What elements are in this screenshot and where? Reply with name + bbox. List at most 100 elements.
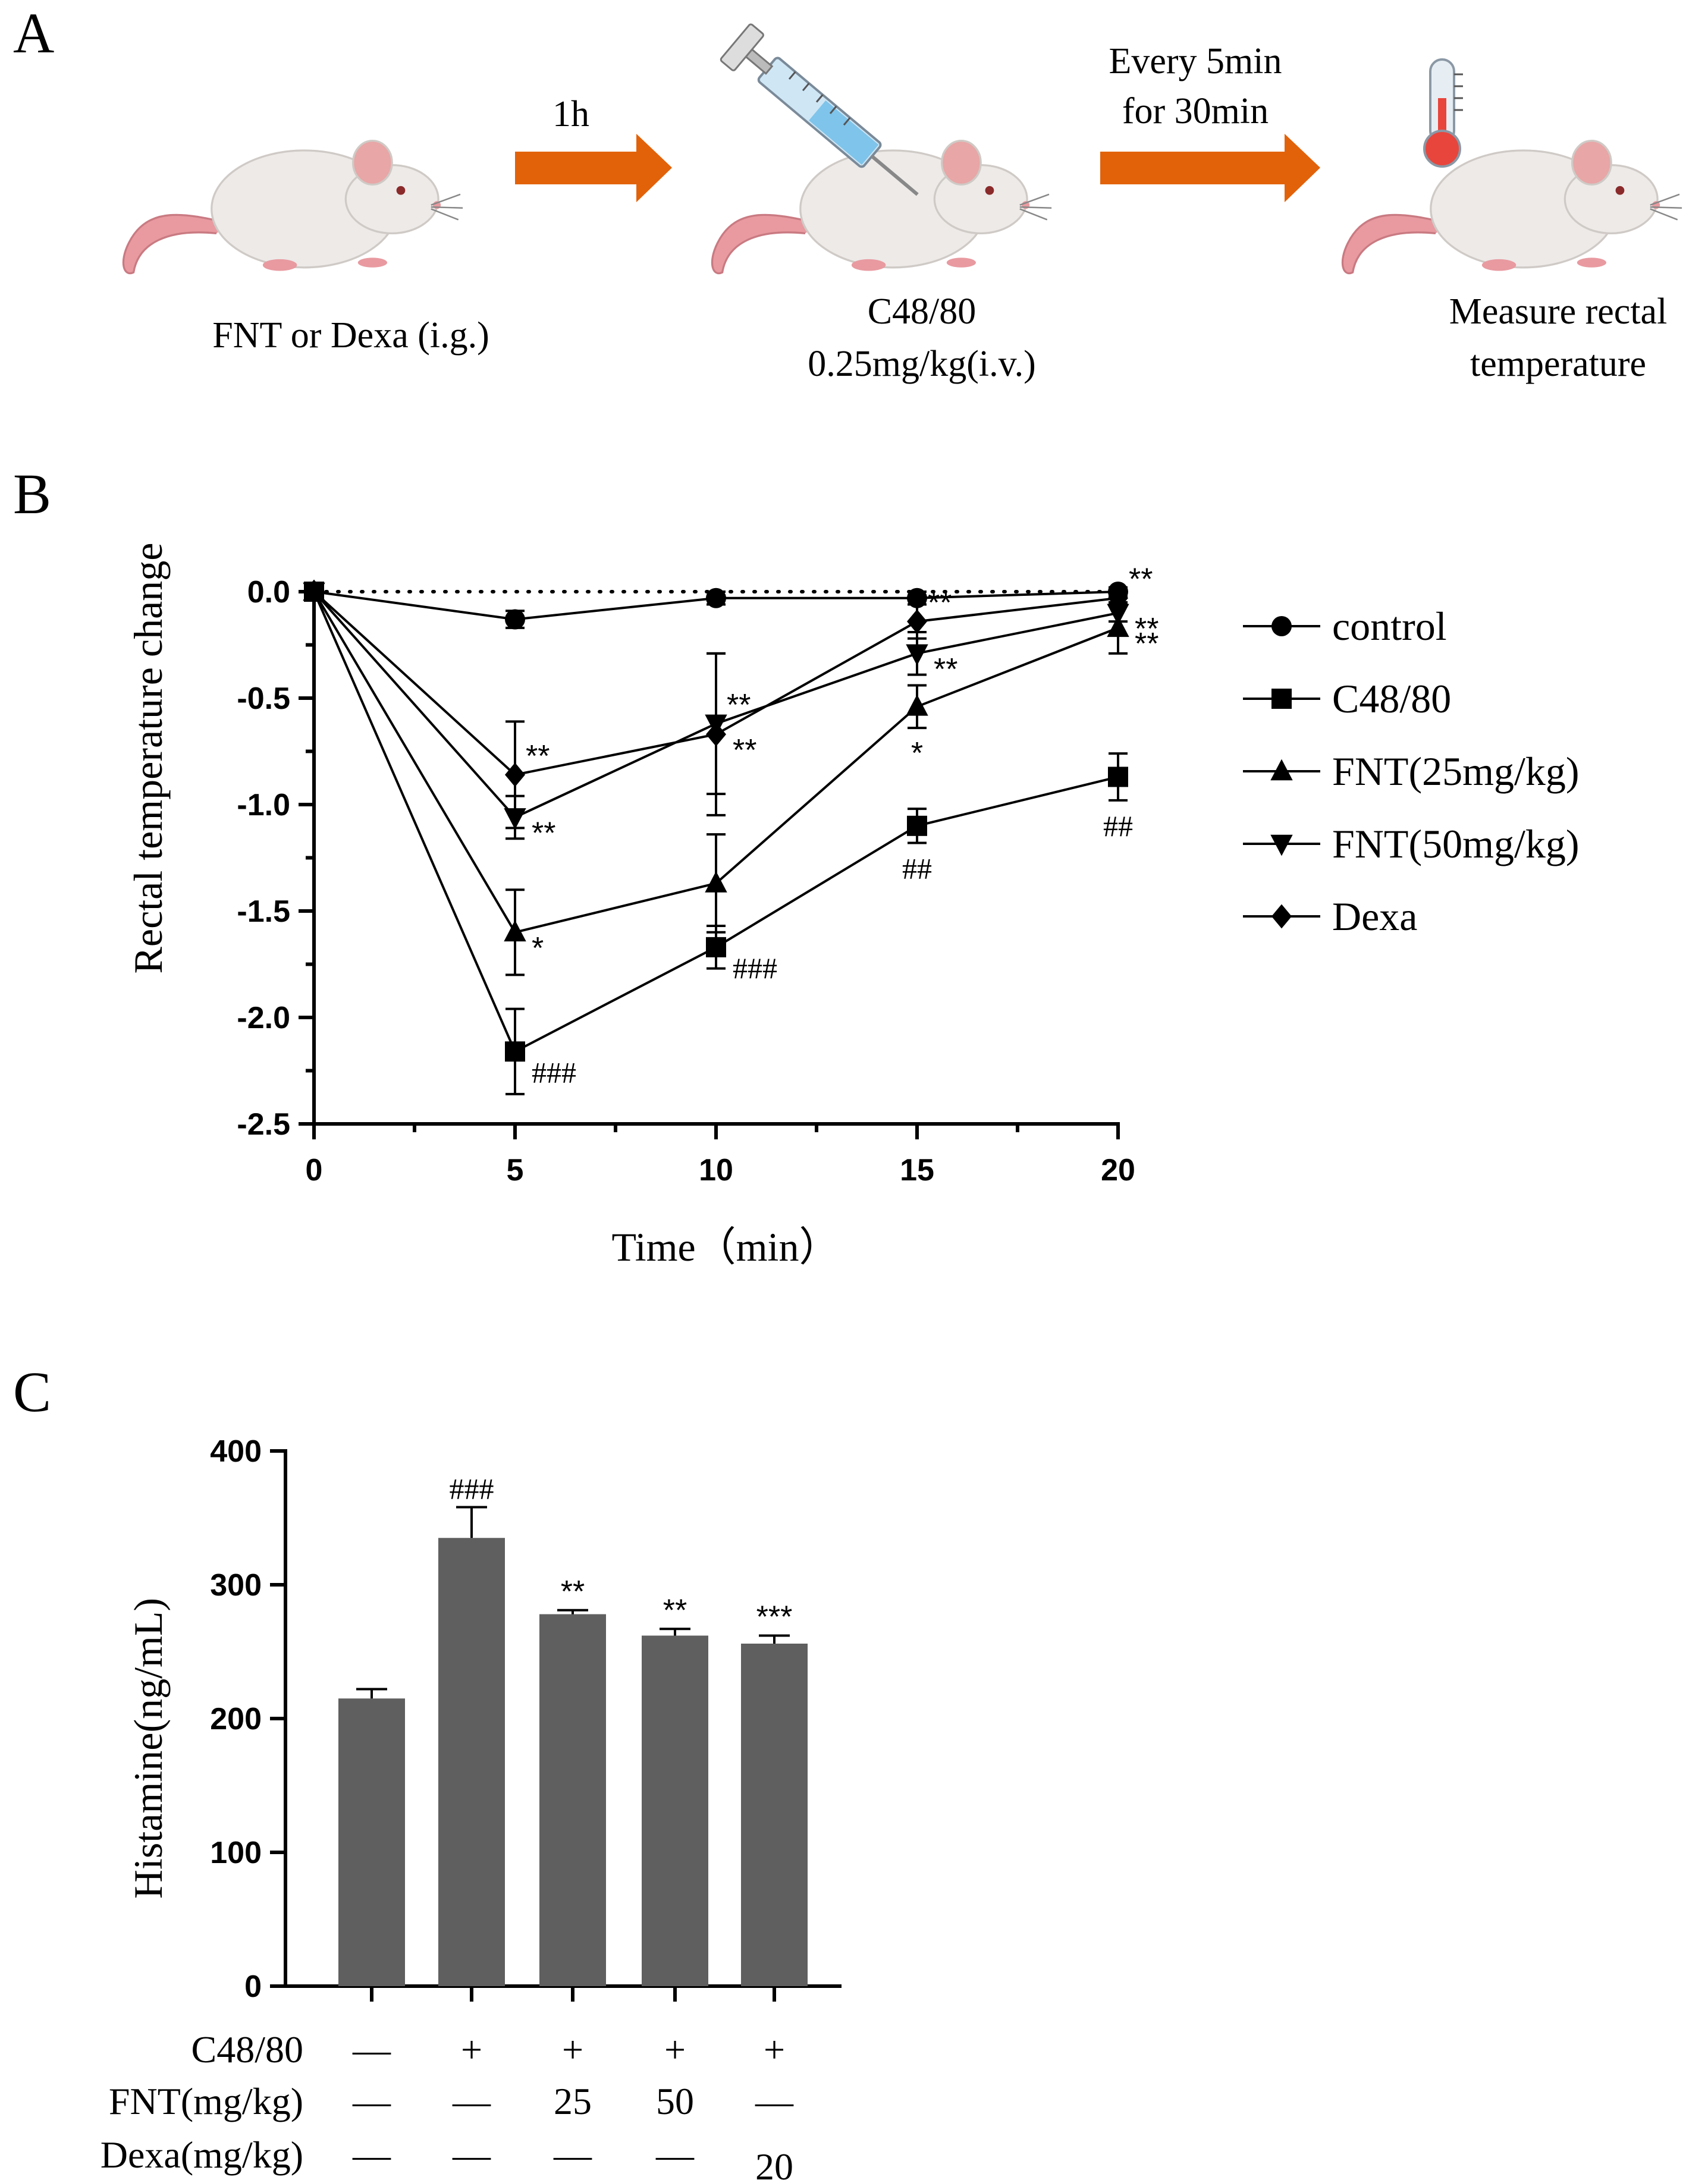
mouse-1-icon [122,139,464,275]
b-x-tick-label: 20 [1101,1153,1135,1188]
c-y-axis-label: Histamine(ng/mL) [125,1598,171,1899]
b-data-point [505,609,525,630]
b-legend-label: FNT(50mg/kg) [1332,821,1580,866]
c-bar [438,1538,505,1986]
b-data-point [706,937,726,957]
c-treatment-cell: — [352,2134,391,2176]
b-legend-item: FNT(25mg/kg) [1243,749,1580,794]
temperature-line-chart: Rectal temperature change Time（min） 0.0 -… [125,543,1580,1270]
step-3-caption: Measure rectal temperature [1449,291,1668,385]
panel-b-letter: B [13,462,52,526]
b-legend-label: Dexa [1332,894,1417,939]
b-significance-label: ** [526,739,550,774]
arrow-2 [1100,134,1320,202]
b-significance-label: ### [733,951,777,985]
c-bar [539,1614,606,1986]
b-significance-label: ** [733,733,756,768]
b-legend-item: FNT(50mg/kg) [1243,821,1580,866]
c-y-tick-label: 200 [210,1702,262,1736]
b-y-tick-label: -1.5 [237,894,290,929]
c-y-tick-label: 300 [210,1568,262,1603]
schematic-diagram [122,23,1683,275]
arrow-1-label: 1h [552,94,589,134]
c-treatment-cell: + [764,2028,785,2071]
c-bar [642,1635,708,1986]
c-y-tick-label: 100 [210,1836,262,1870]
b-y-tick-label: -1.0 [237,788,290,822]
b-legend-square-marker [1271,689,1292,709]
b-legend-label: C48/80 [1332,676,1451,721]
b-data-point [907,588,927,608]
mouse-3-icon [1341,139,1683,275]
b-x-axis-label: Time（min） [612,1224,840,1270]
b-data-point [505,762,525,787]
b-significance-label: ** [928,586,952,620]
b-series-diamond [304,579,1128,830]
b-x-tick-label: 0 [306,1153,323,1188]
syringe-icon [720,23,919,196]
c-significance-label: ** [561,1575,585,1609]
step-1-caption: FNT or Dexa (i.g.) [212,315,489,356]
c-bar [338,1698,405,1986]
b-significance-label: ** [1135,612,1158,646]
b-significance-label: ** [1129,563,1153,597]
b-legend-item: Dexa [1243,894,1417,939]
c-bar [741,1644,808,1986]
b-data-point [1108,767,1128,787]
thermometer-icon [1423,58,1463,168]
b-significance-label: * [911,736,923,771]
step-2-caption: C48/80 0.25mg/kg(i.v.) [808,291,1036,385]
panel-c-letter: C [13,1360,52,1424]
b-significance-label: ## [902,852,932,885]
b-y-tick-label: -2.0 [237,1001,290,1035]
c-y-tick-label: 400 [210,1434,262,1469]
b-x-tick-label: 15 [900,1153,934,1188]
c-significance-label: ### [450,1472,494,1506]
b-significance-label: ## [1103,809,1133,843]
c-treatment-row-label: Dexa(mg/kg) [101,2134,303,2176]
c-treatment-cell: 20 [755,2146,793,2180]
b-legend-triangle-down-marker [1270,834,1293,856]
b-y-tick-label: -0.5 [237,681,290,716]
b-legend-diamond-marker [1271,904,1292,929]
c-treatment-row-label: C48/80 [191,2028,303,2071]
b-data-point [906,694,928,716]
c-significance-label: *** [756,1600,793,1635]
c-significance-label: ** [663,1593,687,1628]
c-treatment-cell: — [452,2134,491,2176]
b-x-tick-label: 5 [507,1153,524,1188]
b-data-point [706,588,726,608]
b-y-tick-label: -2.5 [237,1107,290,1142]
c-treatment-cell: + [562,2028,583,2071]
b-legend-label: FNT(25mg/kg) [1332,749,1580,794]
mouse-2-icon [711,139,1053,275]
b-data-point [906,644,928,666]
b-data-point [1107,615,1129,637]
b-significance-label: ** [934,652,957,687]
b-data-point [505,1041,525,1062]
b-legend-triangle-up-marker [1270,759,1293,781]
c-treatment-cell: + [664,2028,686,2071]
b-significance-label: ** [1135,627,1158,661]
c-treatment-cell: 25 [554,2080,592,2122]
b-data-point [1108,586,1128,611]
c-treatment-cell: — [452,2080,491,2122]
c-treatment-cell: — [553,2134,592,2176]
c-treatment-row-label: FNT(mg/kg) [109,2080,303,2122]
b-y-axis-label: Rectal temperature change [125,543,171,974]
b-legend-item: C48/80 [1243,676,1451,721]
b-x-tick-label: 10 [699,1153,733,1188]
panel-a-letter: A [13,1,55,65]
b-significance-label: ** [532,816,555,850]
b-legend-circle-marker [1271,616,1292,636]
b-data-point [907,815,927,836]
b-y-tick-label: 0.0 [247,575,290,610]
arrow-1 [515,134,672,202]
c-treatment-cell: + [461,2028,482,2071]
b-data-point [304,579,324,604]
b-significance-label: ### [532,1056,576,1089]
b-data-point [504,920,526,942]
b-data-point [1107,604,1129,626]
b-legend-label: control [1332,604,1447,649]
